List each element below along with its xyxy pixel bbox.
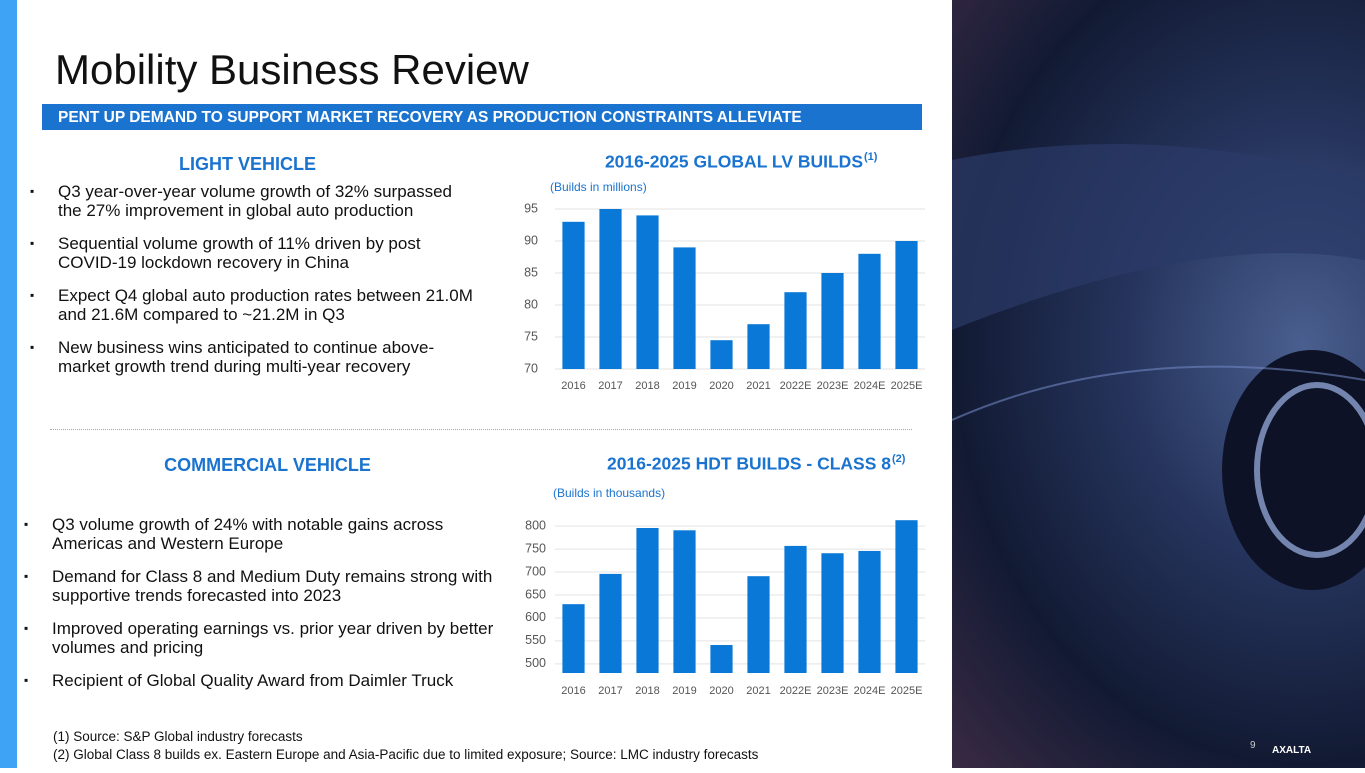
bar bbox=[710, 645, 733, 673]
bar bbox=[599, 573, 622, 673]
x-tick-label: 2019 bbox=[672, 685, 696, 697]
x-tick-label: 2020 bbox=[709, 685, 733, 697]
bar bbox=[673, 247, 696, 369]
y-tick-label: 750 bbox=[525, 541, 546, 555]
x-tick-label: 2018 bbox=[635, 685, 659, 697]
x-tick-label: 2016 bbox=[561, 380, 585, 392]
x-tick-label: 2024E bbox=[854, 685, 886, 697]
bar bbox=[747, 576, 770, 673]
x-tick-label: 2023E bbox=[817, 380, 849, 392]
bullet: Q3 year-over-year volume growth of 32% s… bbox=[30, 182, 480, 220]
side-strip bbox=[0, 0, 17, 768]
bullet: Expect Q4 global auto production rates b… bbox=[30, 286, 480, 324]
x-tick-label: 2021 bbox=[746, 380, 770, 392]
bar bbox=[673, 530, 696, 673]
page-title: Mobility Business Review bbox=[55, 46, 529, 93]
x-tick-label: 2022E bbox=[780, 380, 812, 392]
bar bbox=[636, 215, 659, 369]
bullet: Recipient of Global Quality Award from D… bbox=[24, 671, 494, 690]
x-tick-label: 2019 bbox=[672, 380, 696, 392]
bar bbox=[747, 324, 770, 369]
bar bbox=[562, 604, 585, 673]
bar bbox=[895, 520, 918, 673]
chart-title-note: (1) bbox=[864, 151, 878, 163]
bullet: New business wins anticipated to continu… bbox=[30, 338, 480, 376]
bar bbox=[858, 550, 881, 673]
x-tick-label: 2025E bbox=[891, 685, 923, 697]
y-tick-label: 700 bbox=[525, 564, 546, 578]
y-tick-label: 95 bbox=[524, 201, 538, 215]
chart-subtitle: (Builds in thousands) bbox=[553, 486, 665, 500]
section-heading: LIGHT VEHICLE bbox=[178, 154, 316, 174]
y-tick-label: 650 bbox=[525, 587, 546, 601]
bullet: Sequential volume growth of 11% driven b… bbox=[30, 234, 480, 272]
bullet-list: Q3 year-over-year volume growth of 32% s… bbox=[30, 182, 480, 390]
y-tick-label: 550 bbox=[525, 633, 546, 647]
bar bbox=[821, 553, 844, 673]
y-tick-label: 70 bbox=[524, 361, 538, 375]
page-number: 9 bbox=[1250, 740, 1256, 751]
y-tick-label: 800 bbox=[525, 518, 546, 532]
y-tick-label: 500 bbox=[525, 656, 546, 670]
chart-title: 2016-2025 GLOBAL LV BUILDS bbox=[605, 152, 863, 172]
x-tick-label: 2017 bbox=[598, 380, 622, 392]
bar bbox=[710, 340, 733, 369]
bar bbox=[784, 292, 807, 369]
chart-title-note: (2) bbox=[892, 453, 906, 465]
bar bbox=[821, 273, 844, 369]
chart-title: 2016-2025 HDT BUILDS - CLASS 8 bbox=[607, 454, 891, 474]
bar bbox=[858, 253, 881, 369]
x-tick-label: 2016 bbox=[561, 685, 585, 697]
y-tick-label: 600 bbox=[525, 610, 546, 624]
y-tick-label: 80 bbox=[524, 297, 538, 311]
y-tick-label: 85 bbox=[524, 265, 538, 279]
x-tick-label: 2022E bbox=[780, 685, 812, 697]
bar bbox=[636, 528, 659, 673]
separator bbox=[50, 429, 912, 430]
bullet-list: Q3 volume growth of 24% with notable gai… bbox=[24, 515, 494, 704]
section-heading: COMMERCIAL VEHICLE bbox=[164, 455, 371, 475]
background-image bbox=[951, 0, 1365, 768]
x-tick-label: 2017 bbox=[598, 685, 622, 697]
bar bbox=[895, 241, 918, 369]
y-tick-label: 90 bbox=[524, 233, 538, 247]
x-tick-label: 2024E bbox=[854, 380, 886, 392]
x-tick-label: 2021 bbox=[746, 685, 770, 697]
footnote: (2) Global Class 8 builds ex. Eastern Eu… bbox=[53, 747, 759, 762]
x-tick-label: 2020 bbox=[709, 380, 733, 392]
bullet: Demand for Class 8 and Medium Duty remai… bbox=[24, 567, 494, 605]
bar bbox=[784, 545, 807, 673]
chart-subtitle: (Builds in millions) bbox=[550, 180, 647, 194]
footnote: (1) Source: S&P Global industry forecast… bbox=[53, 729, 303, 744]
bar bbox=[562, 221, 585, 369]
charts: 2016-2025 GLOBAL LV BUILDS (1) (Builds in … bbox=[524, 151, 925, 697]
x-tick-label: 2025E bbox=[891, 380, 923, 392]
banner: PENT UP DEMAND TO SUPPORT MARKET RECOVER… bbox=[42, 104, 922, 130]
bar bbox=[599, 209, 622, 369]
car-illustration bbox=[951, 144, 1365, 590]
x-tick-label: 2023E bbox=[817, 685, 849, 697]
bullet: Q3 volume growth of 24% with notable gai… bbox=[24, 515, 494, 553]
logo: AXALTA bbox=[1272, 745, 1312, 756]
y-tick-label: 75 bbox=[524, 329, 538, 343]
bullet: Improved operating earnings vs. prior ye… bbox=[24, 619, 494, 657]
x-tick-label: 2018 bbox=[635, 380, 659, 392]
